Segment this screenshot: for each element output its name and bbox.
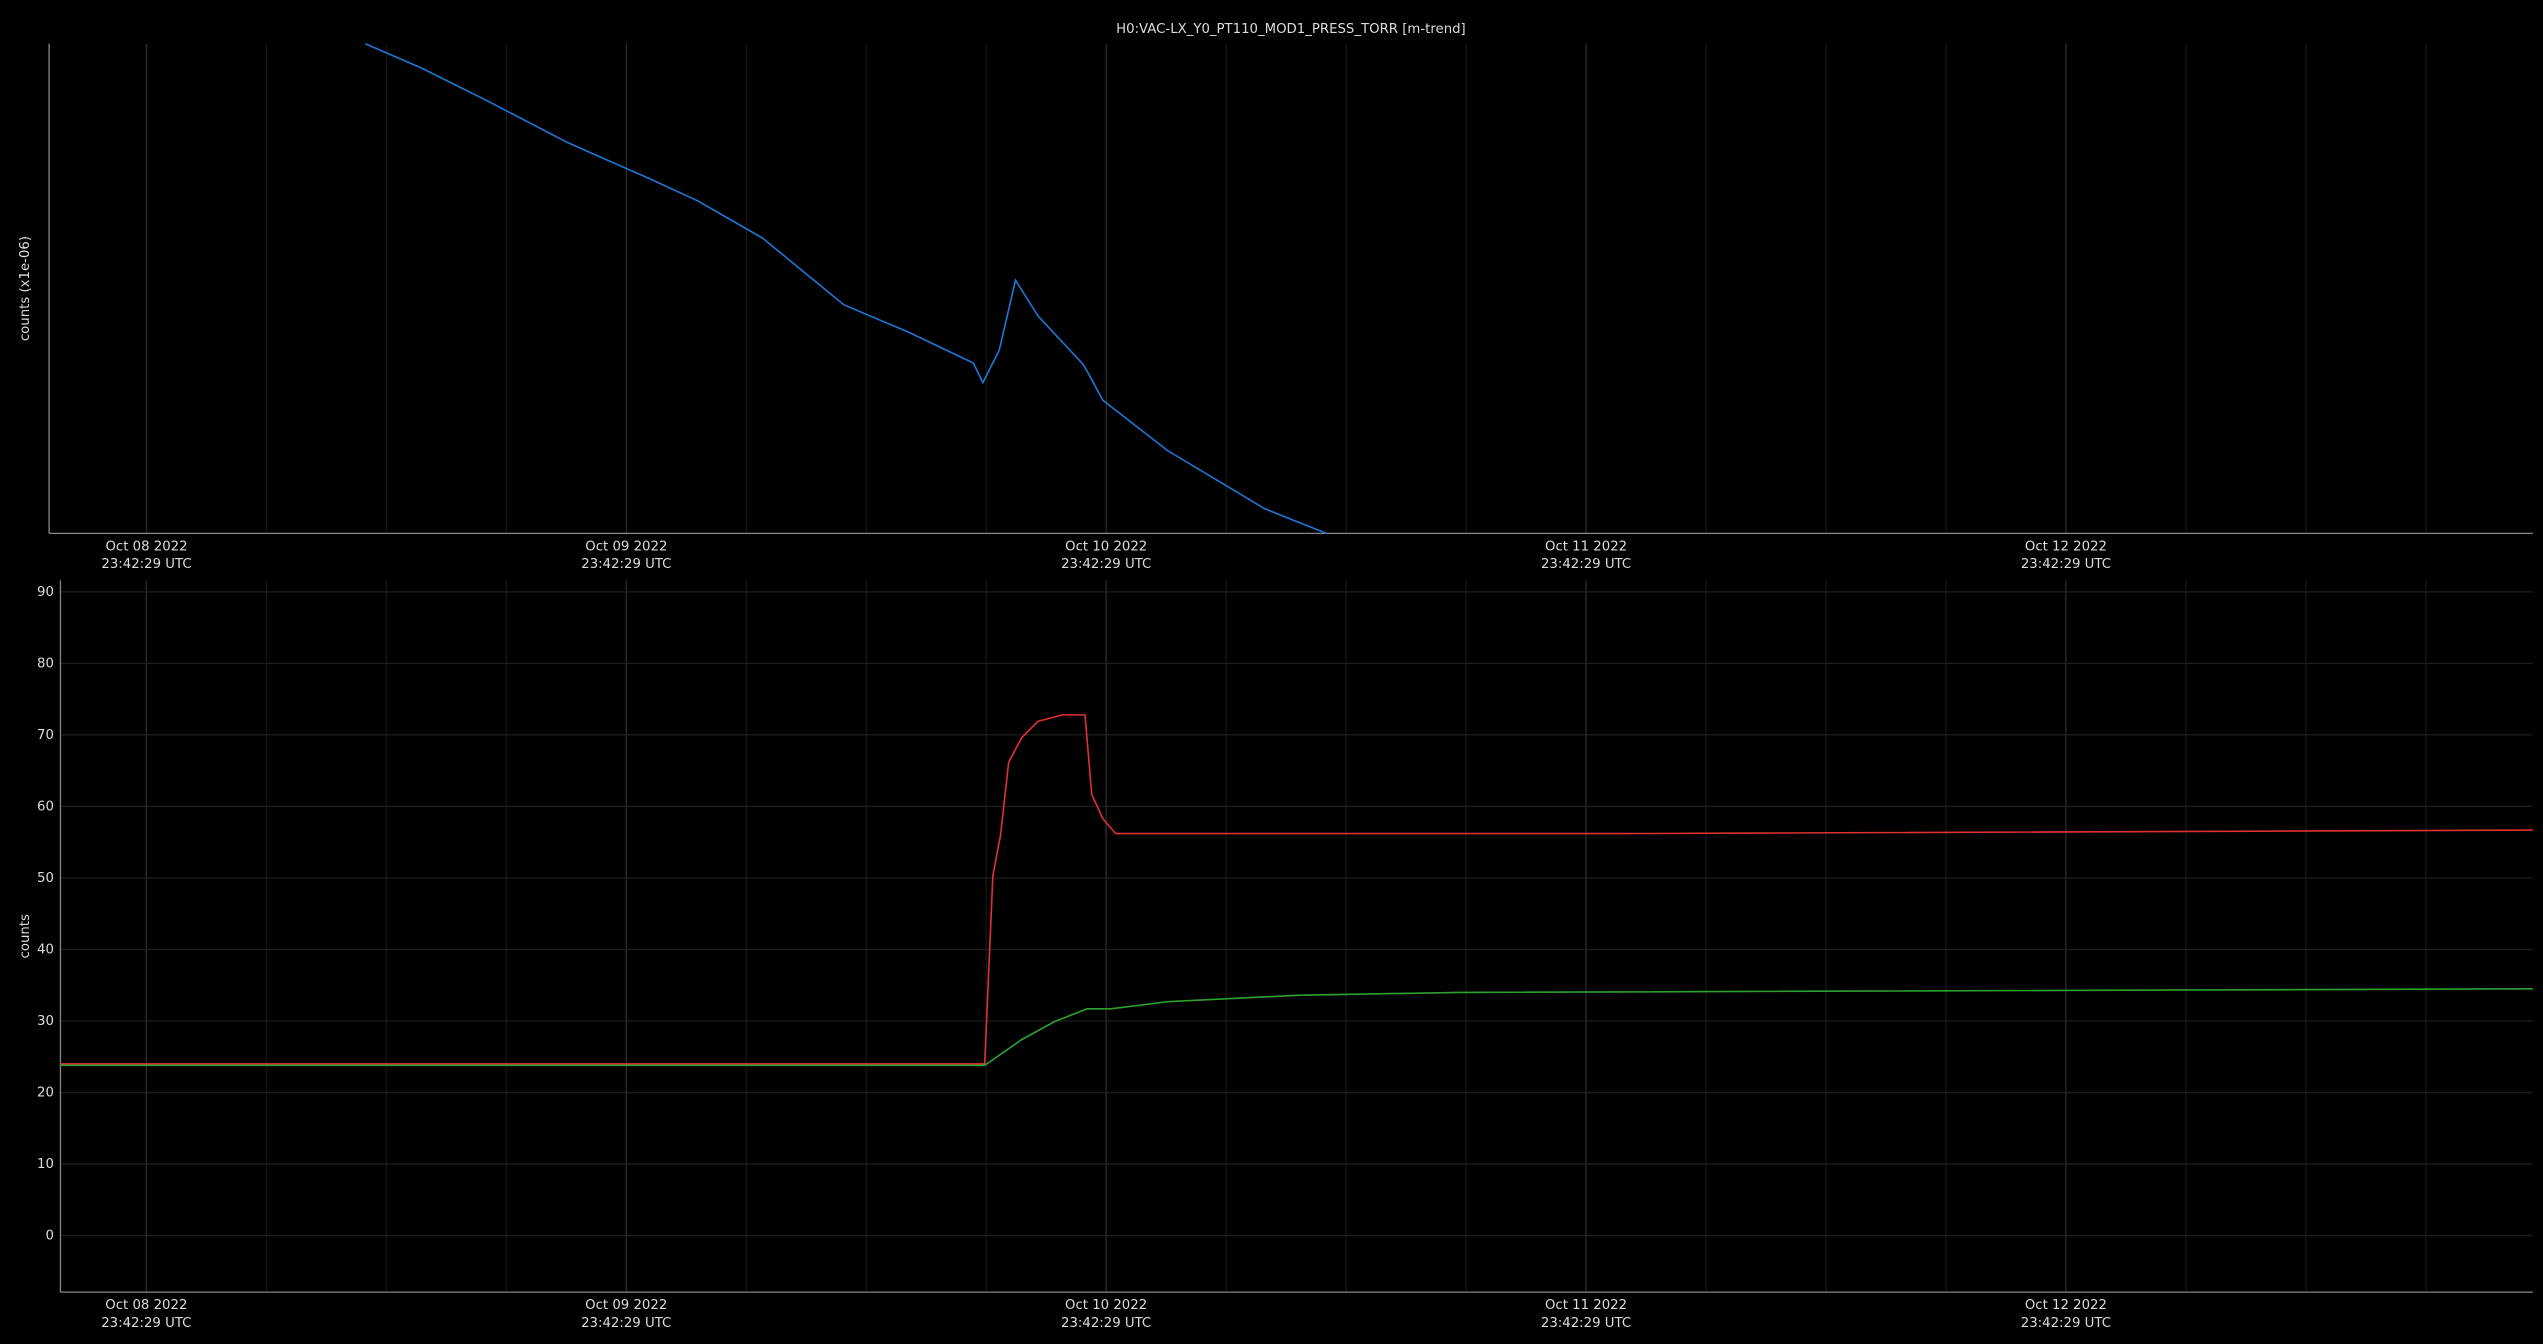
chart-title: H0:VAC-LX_Y0_PT110_MOD1_PRESS_TORR [m-tr… bbox=[1116, 22, 1466, 37]
series-line bbox=[364, 43, 1327, 535]
y-tick-label: 40 bbox=[37, 942, 54, 957]
x-tick-label: Oct 09 2022 23:42:29 UTC bbox=[581, 1298, 671, 1331]
y-tick-label: 20 bbox=[37, 1086, 54, 1101]
series-line bbox=[60, 988, 2533, 1067]
series-line bbox=[60, 714, 2533, 1065]
y-axis-label: counts bbox=[18, 914, 33, 958]
x-tick-label: Oct 11 2022 23:42:29 UTC bbox=[1541, 1298, 1631, 1331]
y-axis-label: counts (x1e-06) bbox=[18, 236, 33, 341]
y-tick-label: 70 bbox=[37, 728, 54, 743]
y-tick-label: 90 bbox=[37, 585, 54, 600]
y-tick-label: 0 bbox=[46, 1229, 54, 1244]
y-tick-label: 80 bbox=[37, 656, 54, 671]
x-tick-label: Oct 12 2022 23:42:29 UTC bbox=[2021, 539, 2111, 572]
y-tick-label: 50 bbox=[37, 871, 54, 886]
x-tick-label: Oct 12 2022 23:42:29 UTC bbox=[2021, 1298, 2111, 1331]
y-tick-label: 60 bbox=[37, 799, 54, 814]
y-tick-label: 30 bbox=[37, 1014, 54, 1029]
x-tick-label: Oct 08 2022 23:42:29 UTC bbox=[101, 539, 191, 572]
y-tick-label: 10 bbox=[37, 1157, 54, 1172]
x-tick-label: Oct 08 2022 23:42:29 UTC bbox=[101, 1298, 191, 1331]
x-tick-label: Oct 10 2022 23:42:29 UTC bbox=[1061, 1298, 1151, 1331]
x-tick-label: Oct 10 2022 23:42:29 UTC bbox=[1061, 539, 1151, 572]
x-tick-label: Oct 11 2022 23:42:29 UTC bbox=[1541, 539, 1631, 572]
x-tick-label: Oct 09 2022 23:42:29 UTC bbox=[581, 539, 671, 572]
